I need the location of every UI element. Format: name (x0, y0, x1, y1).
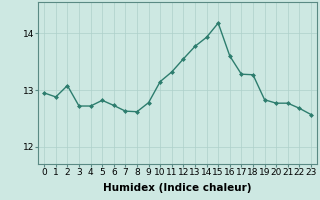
X-axis label: Humidex (Indice chaleur): Humidex (Indice chaleur) (103, 183, 252, 193)
